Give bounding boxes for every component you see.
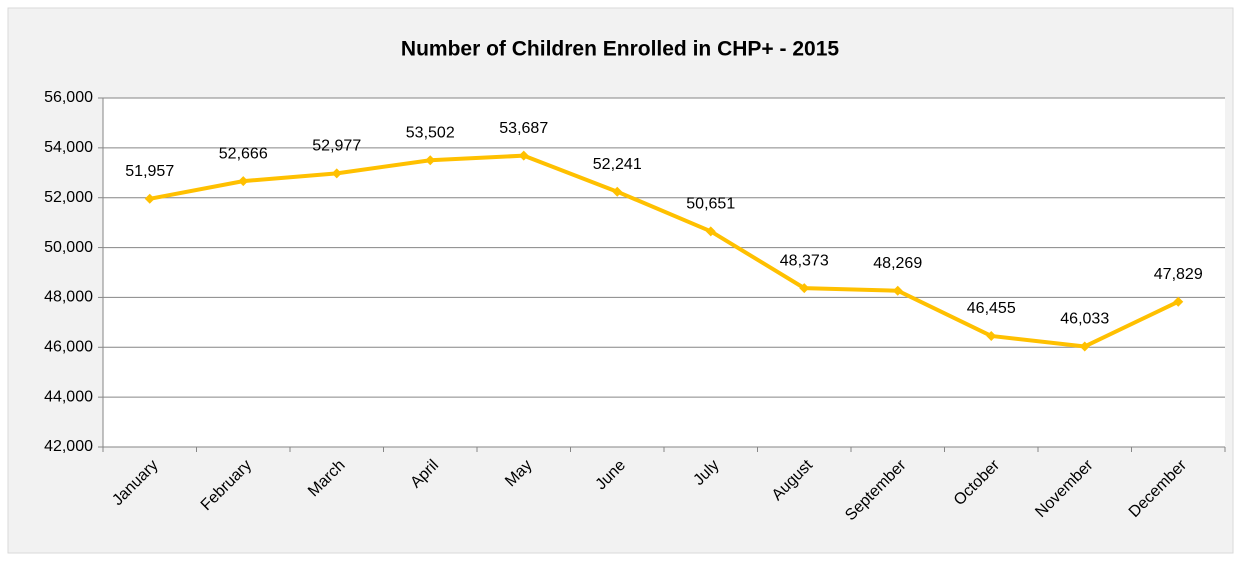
chart-title: Number of Children Enrolled in CHP+ - 20… — [401, 38, 839, 61]
marker — [892, 285, 903, 296]
marker — [1173, 296, 1184, 307]
marker — [331, 168, 342, 179]
marker — [1079, 341, 1090, 352]
marker — [238, 176, 249, 187]
y-tick-label: 42,000 — [44, 438, 93, 455]
data-label: 48,373 — [780, 252, 829, 269]
y-tick-label: 50,000 — [44, 239, 93, 256]
data-label: 52,666 — [219, 145, 268, 162]
y-tick-label: 48,000 — [44, 289, 93, 306]
data-label: 53,502 — [406, 124, 455, 141]
series-line — [149, 153, 1180, 349]
data-label: 51,957 — [125, 163, 174, 180]
data-label: 48,269 — [873, 255, 922, 272]
y-tick-label: 44,000 — [44, 388, 93, 405]
marker — [986, 330, 997, 341]
y-tick-label: 56,000 — [44, 89, 93, 106]
marker — [425, 155, 436, 166]
data-label: 52,241 — [593, 156, 642, 173]
y-tick-label: 52,000 — [44, 189, 93, 206]
y-tick-label: 54,000 — [44, 139, 93, 156]
marker — [612, 186, 623, 197]
data-label: 50,651 — [686, 196, 735, 213]
marker — [705, 226, 716, 237]
marker — [799, 283, 810, 294]
plot-area — [103, 98, 1225, 447]
data-label: 52,977 — [312, 138, 361, 155]
y-tick-label: 46,000 — [44, 339, 93, 356]
data-label: 46,033 — [1060, 311, 1109, 328]
data-label: 46,455 — [967, 300, 1016, 317]
data-label: 47,829 — [1154, 266, 1203, 283]
data-label: 53,687 — [499, 120, 548, 137]
marker — [518, 150, 529, 161]
marker — [144, 193, 155, 204]
